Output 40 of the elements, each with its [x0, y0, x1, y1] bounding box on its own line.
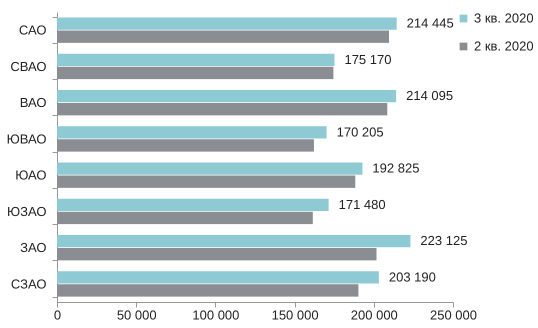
data-label: 171 480 [338, 196, 386, 212]
data-label: 223 125 [420, 233, 468, 248]
bar [57, 139, 314, 152]
y-tick-label: ЮВАО [6, 131, 46, 146]
x-tick-label: 150 000 [272, 308, 319, 322]
bar [57, 212, 313, 224]
x-tick-label: 200 000 [350, 308, 398, 322]
bar [57, 54, 334, 66]
bar [57, 126, 327, 139]
x-tick-label: 0 [54, 308, 62, 322]
bar [57, 175, 356, 188]
bar [57, 17, 397, 30]
bar [57, 234, 410, 248]
legend-label: 3 кв. 2020 [474, 10, 534, 26]
bar [57, 248, 376, 260]
data-label: 214 445 [406, 16, 454, 31]
x-tick-label: 250 000 [430, 308, 477, 322]
x-tick-label: 100 000 [192, 308, 240, 322]
bar [57, 198, 329, 212]
y-tick-label: ЗАО [20, 240, 46, 256]
bar [57, 271, 379, 284]
bar [57, 90, 396, 102]
data-label: 170 205 [336, 124, 384, 140]
y-tick-label: САО [18, 22, 46, 38]
y-tick-label: ЮАО [15, 168, 46, 183]
y-tick-label: СЗАО [10, 276, 46, 292]
bar [57, 162, 362, 175]
bar [57, 66, 334, 80]
data-label: 192 825 [372, 160, 420, 176]
bar [57, 284, 358, 297]
legend-label: 2 кв. 2020 [474, 38, 534, 54]
y-tick-label: СВАО [10, 58, 46, 74]
data-label: 214 095 [406, 88, 454, 104]
data-label: 203 190 [388, 269, 436, 284]
bar [57, 30, 390, 43]
bar [57, 102, 388, 116]
x-tick-label: 50 000 [116, 308, 157, 322]
y-tick-label: ЮЗАО [7, 204, 46, 219]
data-label: 175 170 [344, 52, 392, 67]
y-tick-label: ВАО [20, 95, 46, 110]
